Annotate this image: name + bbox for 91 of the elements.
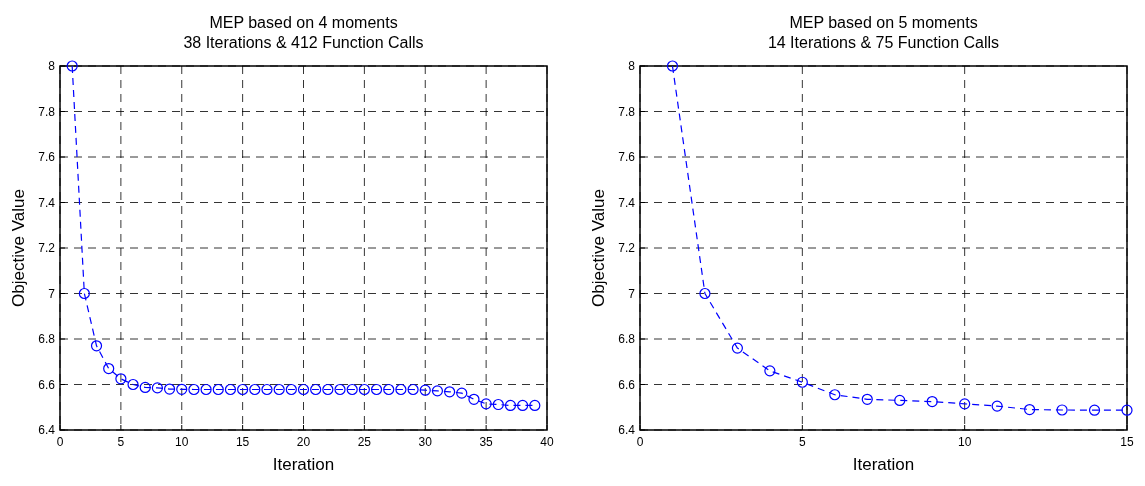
point: [139, 381, 151, 394]
point: [237, 383, 249, 396]
y-tick-label: 6.6: [618, 377, 636, 392]
y-tick-label: 7: [48, 286, 56, 301]
point: [468, 393, 480, 405]
point: [151, 382, 163, 394]
point: [529, 399, 541, 412]
point: [273, 383, 285, 396]
y-tick-label: 6.4: [618, 423, 636, 437]
y-axis-title: Objective Value: [589, 189, 608, 307]
y-tick-label: 6.8: [618, 332, 636, 346]
x-tick-label: 10: [957, 435, 972, 449]
point: [224, 383, 237, 396]
point: [504, 399, 517, 412]
point: [358, 383, 370, 396]
point: [212, 383, 224, 396]
x-tick-label: 25: [357, 435, 372, 449]
point: [249, 383, 261, 396]
x-tick-label: 0: [636, 435, 644, 449]
y-tick-label: 7.6: [38, 150, 56, 164]
y-tick-label: 6.6: [38, 377, 56, 392]
x-tick-label: 5: [798, 435, 806, 449]
point: [176, 383, 188, 395]
y-tick-label: 7.2: [38, 241, 56, 255]
point: [395, 383, 407, 396]
point: [322, 383, 334, 396]
point: [861, 393, 873, 405]
point: [127, 378, 139, 391]
point: [297, 383, 310, 396]
x-tick-label: 0: [56, 435, 64, 449]
point: [90, 340, 103, 352]
point: [796, 376, 808, 388]
x-tick-label: 15: [1120, 435, 1134, 449]
point: [370, 383, 383, 396]
x-tick-label: 5: [117, 435, 125, 449]
point: [261, 383, 273, 396]
point: [731, 342, 743, 354]
point: [894, 394, 906, 407]
point: [959, 398, 971, 410]
point: [115, 373, 127, 385]
x-axis-title: Iteration: [852, 455, 915, 474]
x-axis-title: Iteration: [272, 455, 335, 474]
point: [310, 383, 322, 396]
point: [66, 60, 78, 72]
y-tick-label: 7: [628, 286, 636, 301]
x-tick-label: 35: [479, 435, 494, 449]
point: [926, 395, 938, 408]
point: [383, 383, 395, 396]
y-tick-label: 7.4: [38, 195, 56, 210]
y-tick-label: 7.6: [618, 150, 636, 164]
point: [444, 386, 456, 398]
y-tick-label: 7.8: [38, 104, 56, 119]
y-tick-label: 6.8: [38, 332, 56, 346]
y-tick-label: 7.8: [618, 104, 636, 119]
point: [200, 383, 212, 396]
point: [517, 399, 529, 412]
y-axis-title: Objective Value: [9, 189, 28, 307]
point: [1121, 404, 1133, 416]
point: [431, 385, 444, 397]
point: [78, 287, 90, 300]
point: [699, 287, 711, 300]
point: [666, 60, 679, 72]
point: [346, 383, 358, 396]
x-tick-label: 10: [175, 435, 189, 449]
y-tick-label: 7.2: [618, 241, 636, 255]
x-tick-label: 15: [235, 435, 250, 449]
point: [163, 383, 176, 395]
point: [991, 400, 1003, 412]
point: [334, 383, 346, 396]
point: [103, 362, 115, 375]
point: [188, 383, 200, 396]
y-tick-label: 8: [628, 59, 636, 73]
point: [492, 398, 504, 411]
point: [1023, 403, 1036, 416]
x-tick-label: 30: [418, 435, 433, 449]
y-tick-label: 6.4: [38, 423, 56, 437]
point: [285, 383, 297, 396]
y-tick-label: 7.4: [618, 195, 636, 210]
point: [829, 389, 841, 401]
point: [480, 398, 492, 410]
point: [419, 384, 431, 396]
y-tick-label: 8: [48, 59, 56, 73]
point: [407, 383, 419, 396]
x-tick-label: 20: [296, 435, 311, 449]
point: [456, 387, 468, 399]
chart-title: MEP based on 5 moments 14 Iterations & 75 Function Calls: [767, 14, 1000, 51]
point: [764, 365, 776, 377]
x-tick-label: 40: [540, 435, 554, 449]
chart-title: MEP based on 4 moments 38 Iterations & 412 Function Calls: [183, 14, 424, 51]
point: [1056, 404, 1068, 416]
point: [1088, 404, 1101, 416]
